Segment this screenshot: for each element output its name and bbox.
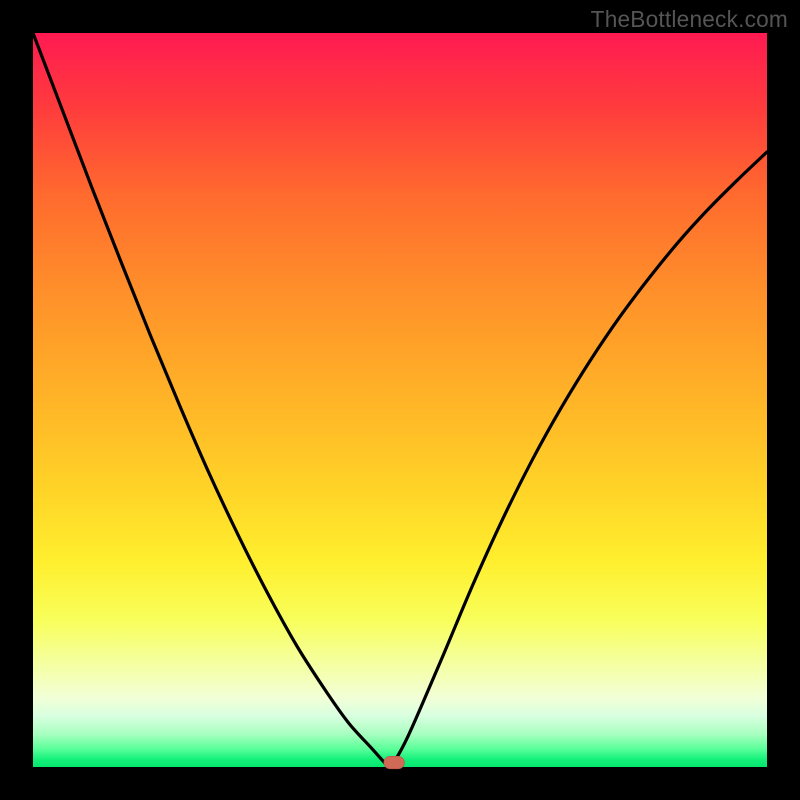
minimum-marker [384,756,405,768]
plot-background [33,33,767,767]
chart-stage: TheBottleneck.com [0,0,800,800]
watermark-text: TheBottleneck.com [591,6,788,33]
bottleneck-chart [0,0,800,800]
